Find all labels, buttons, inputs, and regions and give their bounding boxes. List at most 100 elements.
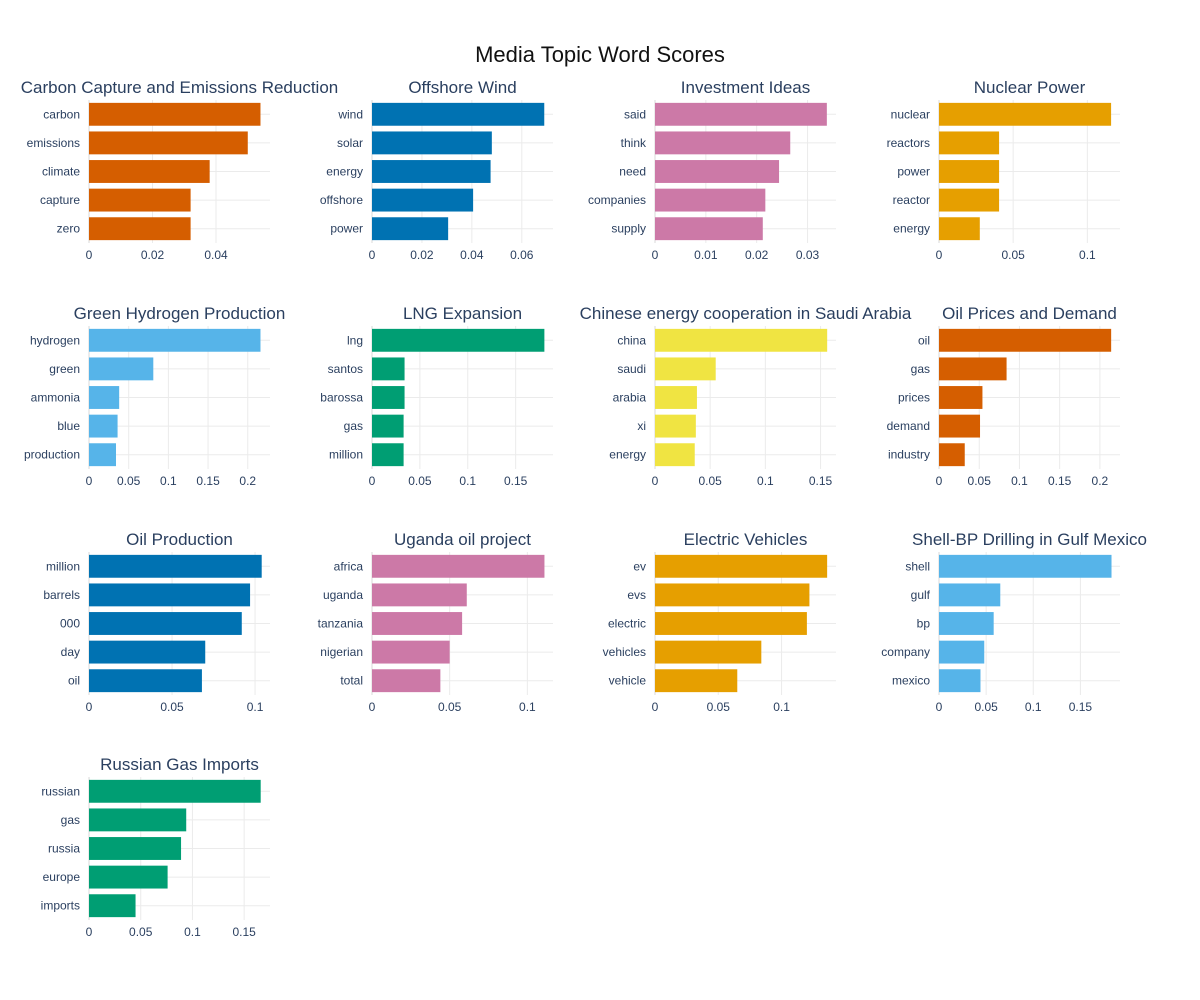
subplot-10: ev evs electric vehicles vehicle 0 0.05 0.1 Elec… [603,530,836,714]
x-tick-label: 0 [86,700,93,714]
bar [89,102,261,126]
x-tick-label: 0.05 [1002,248,1026,262]
subplot-5: lng santos barossa gas million 0 0.05 0.1 0.15 LN… [320,304,553,488]
bar [372,640,450,664]
bar [372,131,492,155]
category-label: carbon [43,107,80,121]
bar [89,640,206,664]
bar [655,640,762,664]
bar [89,160,210,183]
subplot-7: oil gas prices demand industry 0 0.05 0.1 0.15 0.… [887,304,1120,488]
bar [655,217,763,241]
bar [655,583,810,607]
category-label: vehicles [603,645,646,659]
category-label: solar [337,136,363,150]
category-label: europe [43,870,81,884]
category-label: nigerian [320,645,363,659]
bar [89,808,187,832]
x-tick-label: 0 [369,474,376,488]
category-label: reactors [887,136,930,150]
x-tick-label: 0.2 [239,474,256,488]
category-label: oil [918,333,930,347]
category-label: climate [42,165,80,179]
x-tick-label: 0.15 [196,474,220,488]
bar [655,443,695,467]
x-tick-label: 0.05 [160,700,184,714]
bar [372,160,491,183]
category-label: lng [347,333,363,347]
category-label: zero [57,222,81,236]
subplot-9: africa uganda tanzania nigerian total 0 0.05 0.… [318,530,553,714]
category-label: production [24,448,80,462]
bar [655,160,780,183]
bar [939,669,981,693]
category-label: company [881,645,930,659]
bar [939,160,1000,183]
category-label: gas [911,362,930,376]
category-label: electric [608,617,646,631]
x-tick-label: 0.05 [707,700,731,714]
bar [655,554,828,578]
category-label: total [340,674,363,688]
x-tick-label: 0 [652,474,659,488]
bar [372,583,467,607]
x-tick-label: 0 [86,925,93,939]
subplot-title: Chinese energy cooperation in Saudi Arab… [580,304,912,323]
bar [372,414,404,438]
bar [939,131,1000,155]
category-label: shell [905,559,930,573]
bar [89,612,242,635]
bar [939,328,1112,352]
bar [372,669,441,693]
x-tick-label: 0.02 [410,248,434,262]
bar [89,188,191,212]
x-tick-label: 0.1 [160,474,177,488]
category-label: oil [68,674,80,688]
bar [939,443,965,467]
bar [372,217,449,241]
bar [89,328,261,352]
category-label: offshore [320,193,363,207]
x-tick-label: 0.02 [141,248,165,262]
x-tick-label: 0.05 [408,474,432,488]
subplot-0: carbon emissions climate capture zero 0 0.02 0.… [21,78,339,262]
bar [939,357,1007,381]
x-tick-label: 0.1 [1025,700,1042,714]
subplot-11: shell gulf bp company mexico 0 0.05 0.1 0.15 Shel… [881,530,1147,714]
category-label: bp [917,617,931,631]
x-tick-label: 0.1 [1011,474,1028,488]
category-label: barrels [43,588,80,602]
bar [372,554,545,578]
bar [655,328,828,352]
chart-title: Media Topic Word Scores [475,42,725,67]
bar [372,102,545,126]
bar [89,443,116,467]
category-label: hydrogen [30,333,80,347]
x-tick-label: 0.05 [699,474,723,488]
x-tick-label: 0.15 [1048,474,1072,488]
x-tick-label: 0 [936,474,943,488]
bar [655,386,697,409]
bar [655,102,827,126]
bar [939,583,1001,607]
bar [89,865,168,889]
category-label: emissions [27,136,80,150]
bar [89,386,120,409]
subplot-4: hydrogen green ammonia blue production 0 0.05 0… [24,304,285,488]
x-tick-label: 0.1 [773,700,790,714]
bar [655,669,738,693]
bar [939,386,983,409]
x-tick-label: 0.1 [1079,248,1096,262]
x-tick-label: 0.15 [1069,700,1093,714]
subplot-title: Offshore Wind [408,78,516,97]
bar [372,612,463,635]
category-label: industry [888,448,930,462]
category-label: blue [57,419,80,433]
category-label: africa [334,559,364,573]
category-label: vehicle [609,674,647,688]
category-label: gas [344,419,363,433]
x-tick-label: 0.01 [694,248,718,262]
category-label: million [46,559,80,573]
x-tick-label: 0 [369,248,376,262]
